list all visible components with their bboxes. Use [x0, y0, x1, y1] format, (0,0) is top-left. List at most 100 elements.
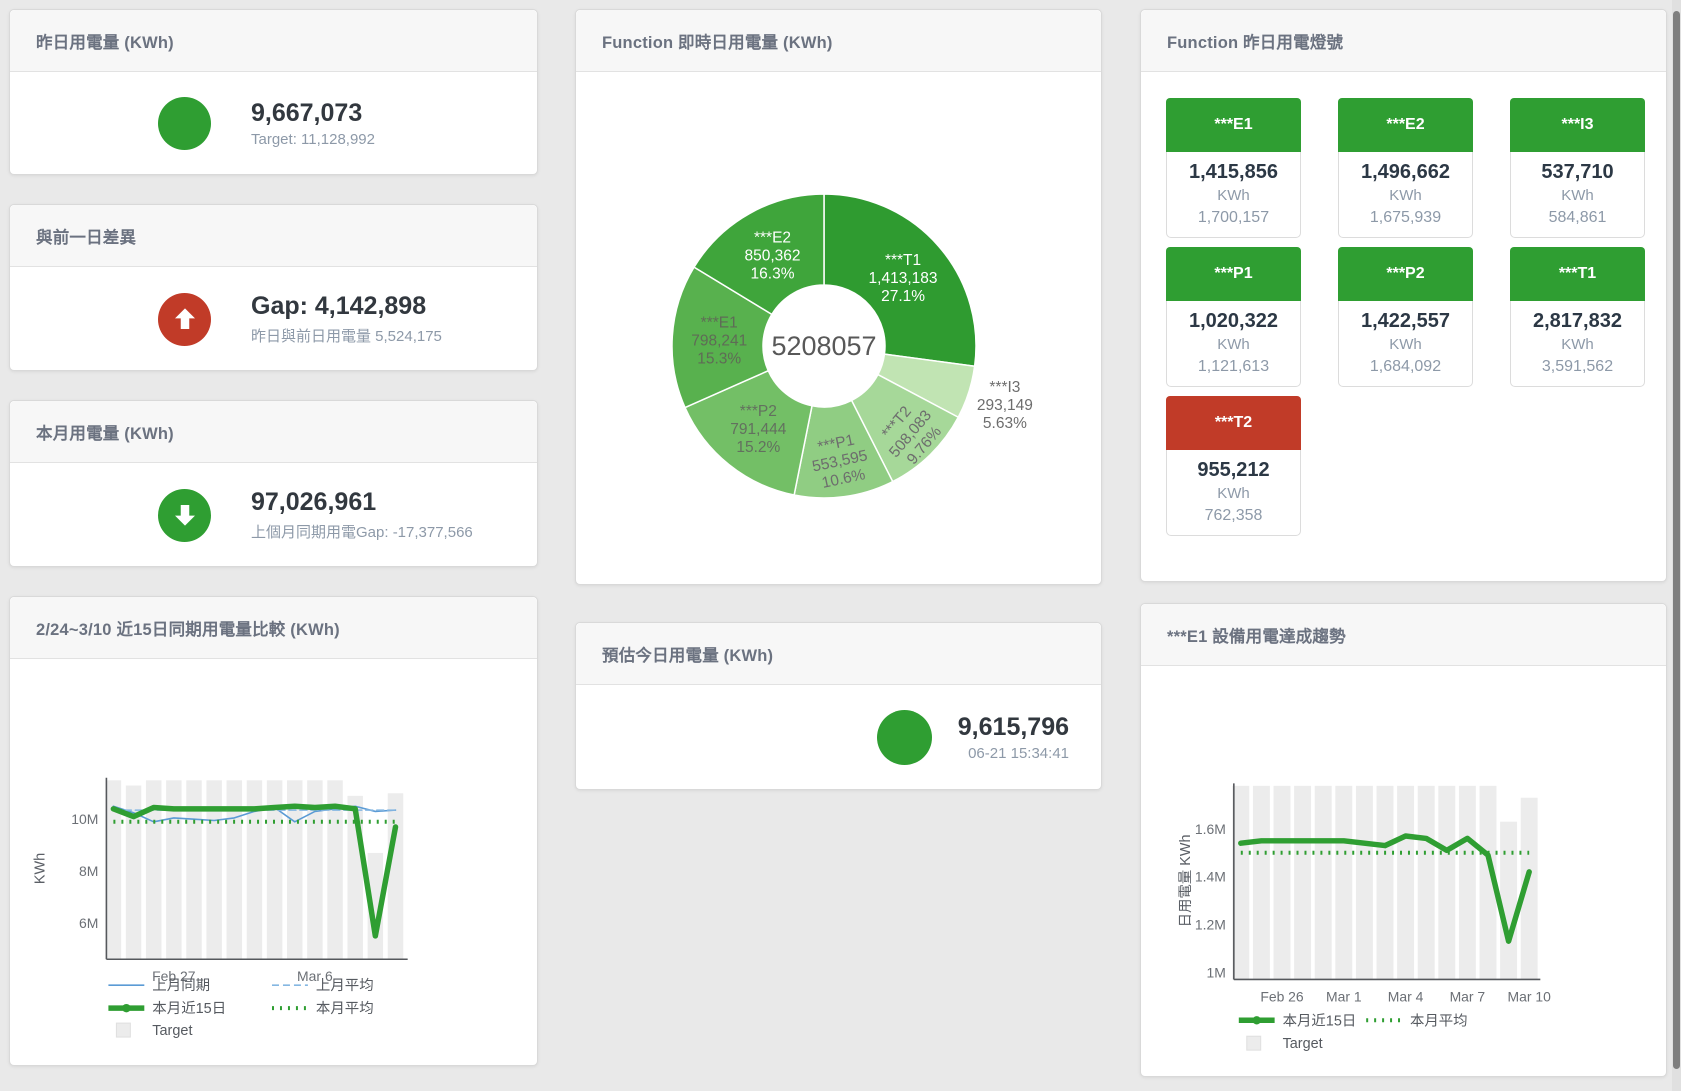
x-tick-label: Feb 27 [152, 968, 196, 984]
target-bar [387, 793, 404, 960]
donut-slice-T1 [823, 193, 977, 368]
month-sub: 上個月同期用電Gap: -17,377,566 [251, 523, 473, 541]
device-tile-unit: KWh [1389, 187, 1422, 204]
legend-label: Target [1283, 1036, 1323, 1052]
device-tile-status-header: ***E1 [1166, 98, 1301, 152]
donut-slice-E1 [671, 266, 773, 409]
donut-center-total: 5208057 [771, 331, 876, 361]
donut-slice-label: ***I3 293,149 5.63% [977, 379, 1033, 432]
trend-chart-body: 1M 1.2M 1.4M 1.6M Feb 26 Mar 1 Mar 4 Mar 7 Mar 1… [1141, 666, 1666, 1077]
y-tick-label: 6M [79, 915, 98, 931]
target-bar [1232, 785, 1250, 980]
donut-chart-body: ***T1 1,413,183 27.1% ***I3 293,149 5.63% ***T… [576, 72, 1101, 585]
device-tile-status-header: ***T1 [1510, 247, 1645, 301]
card-donut-title: Function 即時日用電量 (KWh) [602, 33, 833, 52]
target-bar [1335, 785, 1353, 980]
device-tile: ***T2 955,212 KWh 762,358 [1166, 396, 1301, 536]
device-tile-value: 1,415,856 [1189, 161, 1278, 183]
y-axis-title: KWh [33, 853, 49, 884]
donut-slice-E2 [693, 193, 825, 316]
x-tick-label: Mar 1 [1326, 988, 1362, 1004]
target-bar [1273, 785, 1291, 980]
card-e1-trend: ***E1 設備用電達成趨勢 1M 1.2M 1.4M 1.6M Feb 26 Mar 1… [1140, 603, 1667, 1077]
device-tile: ***I3 537,710 KWh 584,861 [1510, 98, 1645, 238]
target-bar [1252, 785, 1270, 980]
target-bar [1458, 785, 1476, 980]
donut-slice-label: ***E2 850,362 16.3% [744, 229, 800, 282]
yesterday-target: Target: 11,128,992 [251, 131, 375, 149]
y-tick-label: 1.4M [1195, 869, 1226, 885]
day-gap-sub: 昨日與前日用電量 5,524,175 [251, 327, 442, 345]
estimate-timestamp: 06-21 15:34:41 [968, 745, 1069, 763]
card-month-body: 97,026,961 上個月同期用電Gap: -17,377,566 [10, 463, 537, 567]
x-tick-label: Mar 7 [1450, 988, 1486, 1004]
target-bar [266, 780, 283, 960]
device-tile-target: 3,591,562 [1541, 358, 1614, 375]
legend-sample-marker [1252, 1016, 1261, 1025]
target-bar [1355, 785, 1373, 980]
card-lights-title: Function 昨日用電燈號 [1167, 33, 1344, 52]
trend-chart: 1M 1.2M 1.4M 1.6M Feb 26 Mar 1 Mar 4 Mar 7 Mar 1… [1178, 783, 1551, 1052]
card-realtime-donut: Function 即時日用電量 (KWh) ***T1 1,413,183 27.1… [575, 9, 1102, 585]
page-scrollbar[interactable] [1672, 0, 1681, 1091]
card-compare-header: 2/24~3/10 近15日同期用電量比較 (KWh) [10, 597, 537, 659]
target-bar [226, 780, 243, 960]
target-bar [1314, 785, 1332, 980]
card-yesterday-header: 昨日用電量 (KWh) [10, 10, 537, 72]
card-estimate-body: 9,615,796 06-21 15:34:41 [576, 685, 1101, 790]
target-bar [1376, 785, 1394, 980]
device-tile: ***P2 1,422,557 KWh 1,684,092 [1338, 247, 1473, 387]
target-bar [1438, 785, 1456, 980]
card-lights-header: Function 昨日用電燈號 [1141, 10, 1666, 72]
series-line [1238, 833, 1532, 944]
day-gap-value: Gap: 4,142,898 [251, 292, 427, 321]
device-tile-target: 1,121,613 [1197, 358, 1270, 375]
card-day-gap-title: 與前一日差異 [36, 228, 137, 247]
arrow-up-icon [158, 292, 211, 346]
device-tile-target: 1,684,092 [1369, 358, 1442, 375]
legend-label: 上月平均 [316, 977, 374, 994]
estimate-value: 9,615,796 [957, 712, 1069, 741]
card-day-gap-body: Gap: 4,142,898 昨日與前日用電量 5,524,175 [10, 267, 537, 371]
device-tile-target: 1,675,939 [1369, 209, 1442, 226]
card-estimate-today: 預估今日用電量 (KWh) 9,615,796 06-21 15:34:41 [575, 622, 1102, 790]
donut-slice-label: ***T1 1,413,183 27.1% [869, 252, 938, 305]
svg-text:***P1553,59510.6%: ***P1553,59510.6% [807, 430, 873, 493]
device-tile-status-header: ***P1 [1166, 247, 1301, 301]
card-day-gap-header: 與前一日差異 [10, 205, 537, 267]
arrow-down-icon [158, 488, 211, 542]
target-bar [1294, 785, 1312, 980]
device-tile-unit: KWh [1561, 187, 1594, 204]
donut-slice-P2 [684, 369, 813, 496]
donut-slice-label: ***E1 798,241 15.3% [691, 314, 747, 367]
lights-grid: ***E1 1,415,856 KWh 1,700,157 ***E2 1,496,662… [1141, 72, 1666, 536]
y-tick-label: 1M [1207, 964, 1226, 980]
device-tile-status-header: ***E2 [1338, 98, 1473, 152]
card-trend-header: ***E1 設備用電達成趨勢 [1141, 604, 1666, 666]
card-compare-title: 2/24~3/10 近15日同期用電量比較 (KWh) [36, 620, 340, 639]
device-tile: ***E2 1,496,662 KWh 1,675,939 [1338, 98, 1473, 238]
target-bar [1479, 785, 1497, 980]
device-tile: ***P1 1,020,322 KWh 1,121,613 [1166, 247, 1301, 387]
y-tick-label: 1.2M [1195, 916, 1226, 932]
legend-swatch-target [115, 1022, 131, 1038]
scrollbar-thumb[interactable] [1673, 10, 1680, 1070]
series-line [110, 803, 399, 939]
device-tile: ***T1 2,817,832 KWh 3,591,562 [1510, 247, 1645, 387]
legend-label: 本月近15日 [152, 1000, 226, 1017]
card-day-gap: 與前一日差異 Gap: 4,142,898 昨日與前日用電量 5,524,175 [9, 204, 538, 371]
legend-label: 上月同期 [152, 977, 210, 994]
donut-slice-label: ***P2 791,444 15.2% [730, 403, 786, 456]
target-bar [1520, 797, 1538, 980]
device-tile-target: 1,700,157 [1197, 209, 1270, 226]
legend-label: 本月近15日 [1283, 1012, 1357, 1029]
card-yesterday-title: 昨日用電量 (KWh) [36, 33, 174, 52]
target-bar [105, 780, 122, 960]
target-bar [186, 780, 202, 960]
target-bar [1397, 785, 1415, 980]
legend-label: Target [152, 1023, 192, 1039]
